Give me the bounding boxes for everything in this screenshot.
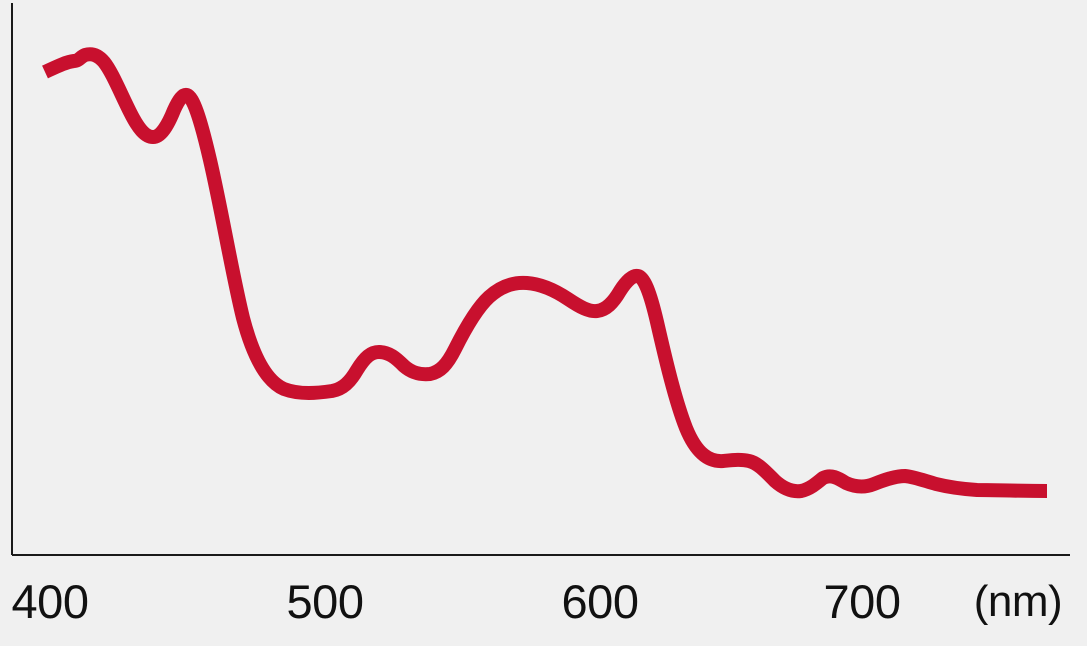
spectrum-curve xyxy=(42,47,1048,499)
